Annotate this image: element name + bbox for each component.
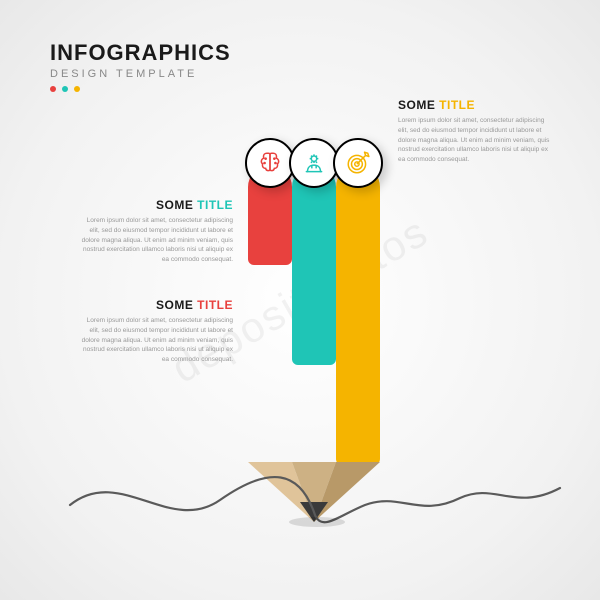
text-title: SOME TITLE [398,98,553,112]
text-body: Lorem ipsum dolor sit amet, consectetur … [78,216,233,265]
pencil-bars [248,165,380,465]
icon-circle-3 [333,138,383,188]
title-accent: TITLE [439,98,475,112]
text-title: SOME TITLE [78,298,233,312]
header-title: INFOGRAPHICS [50,40,231,66]
title-prefix: SOME [156,198,197,212]
gear-helmet-icon [301,150,327,176]
title-accent: TITLE [197,298,233,312]
text-body: Lorem ipsum dolor sit amet, consectetur … [78,316,233,365]
title-prefix: SOME [156,298,197,312]
text-block-1: SOME TITLE Lorem ipsum dolor sit amet, c… [78,298,233,365]
header-dots [50,86,231,92]
title-prefix: SOME [398,98,439,112]
text-body: Lorem ipsum dolor sit amet, consectetur … [398,116,553,165]
brain-icon [257,150,283,176]
bar-3 [336,165,380,465]
dot [62,86,68,92]
icon-circle-1 [245,138,295,188]
dot [50,86,56,92]
bar-1 [248,165,292,265]
text-block-3: SOME TITLE Lorem ipsum dolor sit amet, c… [398,98,553,165]
header-subtitle: DESIGN TEMPLATE [50,68,231,80]
pencil-squiggle [60,460,580,540]
icon-circle-2 [289,138,339,188]
title-accent: TITLE [197,198,233,212]
dot [74,86,80,92]
target-icon [345,150,371,176]
text-title: SOME TITLE [78,198,233,212]
header: INFOGRAPHICS DESIGN TEMPLATE [50,40,231,92]
bar-2 [292,165,336,365]
text-block-2: SOME TITLE Lorem ipsum dolor sit amet, c… [78,198,233,265]
